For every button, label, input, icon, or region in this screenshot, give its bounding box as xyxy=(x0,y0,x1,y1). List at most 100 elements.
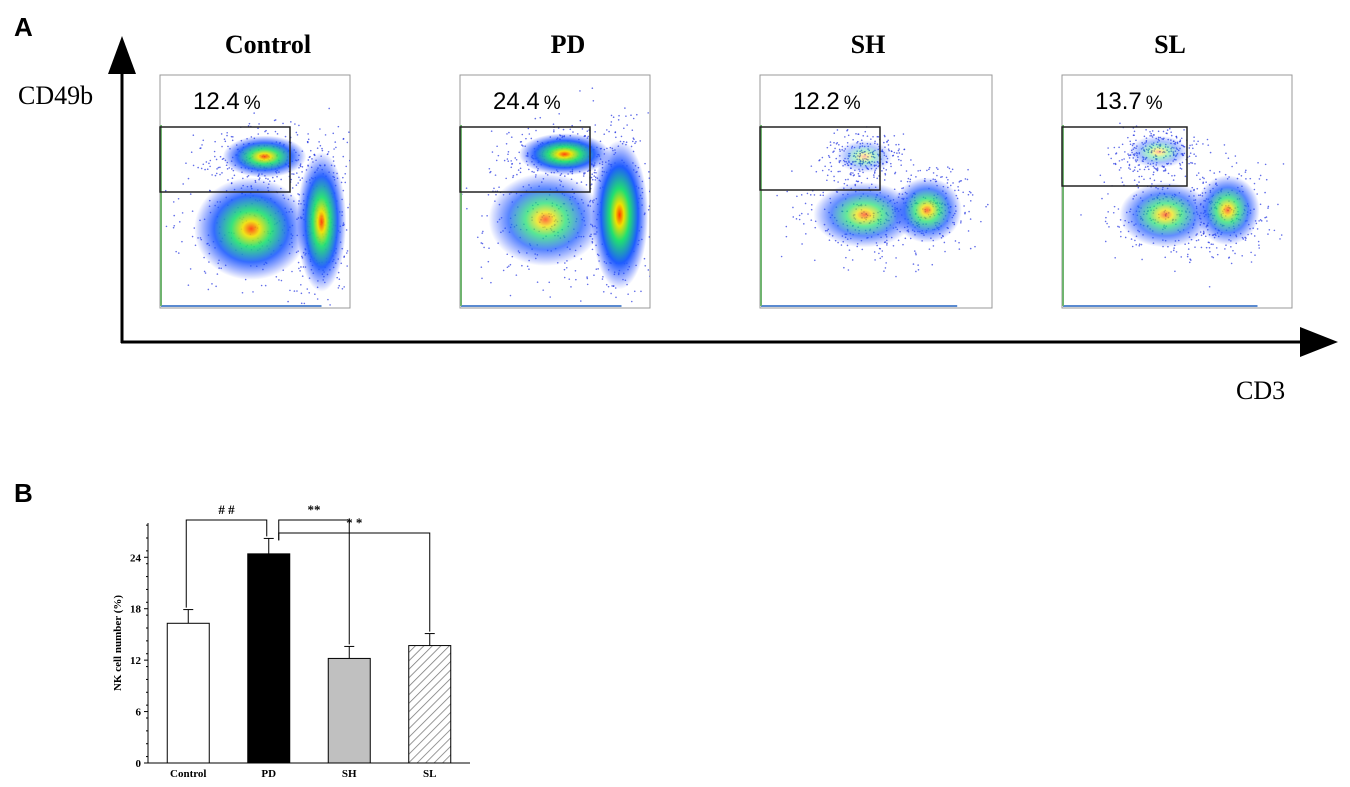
event-dot xyxy=(297,182,299,184)
event-dot xyxy=(830,170,833,173)
event-dot xyxy=(342,176,344,179)
event-dot xyxy=(356,231,358,233)
event-dot xyxy=(936,174,938,177)
event-dot xyxy=(321,348,323,350)
event-dot xyxy=(1131,245,1134,248)
event-dot xyxy=(482,230,484,233)
event-dot xyxy=(1115,153,1117,155)
event-dot xyxy=(521,133,524,136)
event-dot xyxy=(497,154,500,157)
event-dot xyxy=(530,137,533,140)
event-dot xyxy=(1104,240,1107,243)
event-dot xyxy=(1193,136,1195,139)
event-dot xyxy=(307,133,309,135)
event-dot xyxy=(1244,239,1247,241)
axis-label: CD3 xyxy=(1236,376,1285,405)
event-dot xyxy=(910,159,912,161)
event-dot xyxy=(271,176,274,179)
bar xyxy=(247,553,291,764)
event-dot xyxy=(897,143,900,146)
event-dot xyxy=(1119,122,1121,125)
event-dot xyxy=(838,143,840,146)
event-dot xyxy=(199,147,201,150)
event-dot xyxy=(579,119,582,122)
event-dot xyxy=(1225,152,1227,155)
event-dot xyxy=(887,139,889,142)
event-dot xyxy=(809,194,812,196)
event-dot xyxy=(1256,193,1258,195)
event-dot xyxy=(858,175,860,177)
event-dot xyxy=(216,273,219,275)
event-dot xyxy=(319,144,322,147)
event-dot xyxy=(1166,129,1169,131)
gate-value: 24.4 xyxy=(493,88,540,115)
event-dot xyxy=(214,174,217,177)
event-dot xyxy=(958,181,961,183)
event-dot xyxy=(640,290,642,293)
event-dot xyxy=(298,124,300,127)
event-dot xyxy=(872,135,874,138)
event-dot xyxy=(1171,174,1173,177)
event-dot xyxy=(590,176,593,179)
event-dot xyxy=(852,174,855,177)
event-dot xyxy=(1258,247,1261,249)
event-dot xyxy=(890,165,892,168)
event-dot xyxy=(870,138,872,140)
event-dot xyxy=(932,245,935,247)
event-dot xyxy=(293,290,296,292)
event-dot xyxy=(900,164,902,166)
event-dot xyxy=(519,141,522,143)
event-dot xyxy=(1107,153,1110,156)
event-dot xyxy=(785,225,788,228)
significance-label: # # xyxy=(218,502,235,517)
event-dot xyxy=(260,284,263,287)
event-dot xyxy=(1151,130,1154,132)
event-dot xyxy=(1282,163,1285,165)
event-dot xyxy=(309,149,312,152)
event-dot xyxy=(348,131,350,133)
event-dot xyxy=(211,174,213,176)
event-dot xyxy=(1112,211,1115,214)
event-dot xyxy=(527,127,530,130)
event-dot xyxy=(819,194,822,196)
event-dot xyxy=(962,191,964,194)
event-dot xyxy=(649,189,650,191)
event-dot xyxy=(580,300,582,302)
event-dot xyxy=(226,168,229,170)
event-dot xyxy=(617,119,620,121)
event-dot xyxy=(1260,220,1263,222)
event-dot xyxy=(1179,167,1182,170)
event-dot xyxy=(627,293,629,295)
event-dot xyxy=(1180,168,1183,170)
event-dot xyxy=(231,139,234,142)
event-dot xyxy=(857,172,860,175)
event-dot xyxy=(625,115,627,117)
event-dot xyxy=(591,248,594,251)
event-dot xyxy=(344,172,347,175)
event-dot xyxy=(792,216,795,218)
event-dot xyxy=(337,287,340,289)
event-dot xyxy=(297,193,299,195)
event-dot xyxy=(1149,131,1151,133)
density-blob xyxy=(813,182,916,248)
event-dot xyxy=(291,187,294,189)
event-dot xyxy=(284,135,287,138)
event-dot xyxy=(328,107,330,110)
density xyxy=(1080,122,1285,288)
event-dot xyxy=(873,176,875,178)
event-dot xyxy=(837,181,839,183)
event-dot xyxy=(1137,164,1140,166)
event-dot xyxy=(591,173,593,176)
event-dot xyxy=(601,278,604,280)
event-dot xyxy=(562,128,565,131)
event-dot xyxy=(450,229,452,231)
y-tick-label: 6 xyxy=(136,707,142,719)
event-dot xyxy=(1114,256,1116,259)
event-dot xyxy=(221,172,223,174)
x-tick-label: SL xyxy=(423,768,436,780)
event-dot xyxy=(1101,197,1103,200)
event-dot xyxy=(215,285,217,288)
event-dot xyxy=(301,275,304,277)
event-dot xyxy=(626,124,628,126)
event-dot xyxy=(141,239,143,241)
